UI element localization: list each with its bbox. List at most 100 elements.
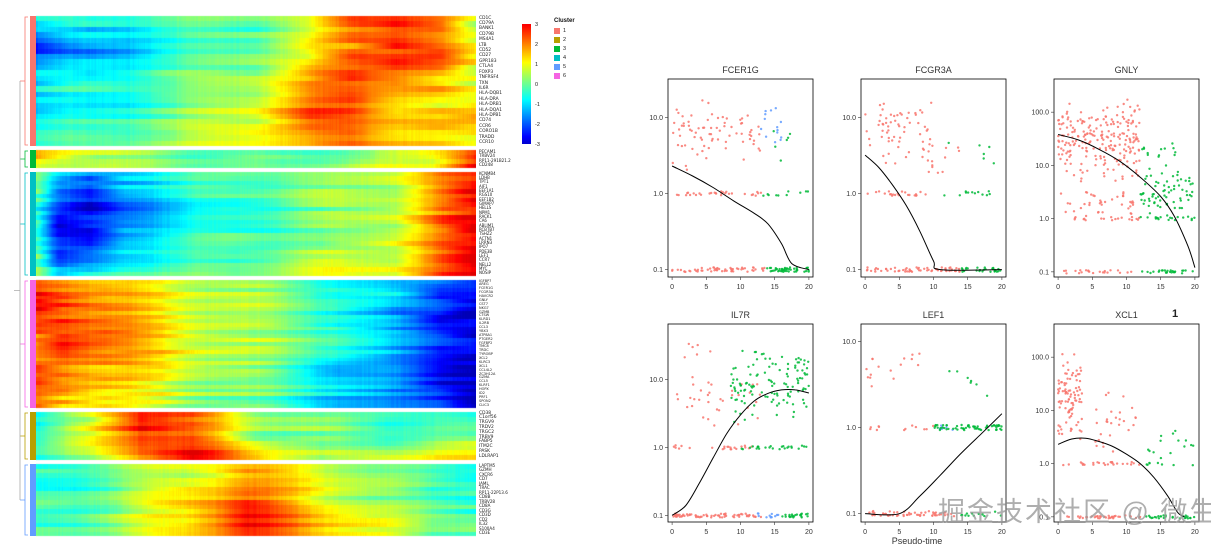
data-point [874, 267, 878, 270]
data-point [698, 398, 701, 401]
data-point [748, 137, 752, 141]
data-point [938, 428, 942, 432]
data-point [688, 269, 691, 272]
data-point [692, 383, 695, 386]
data-point [1138, 108, 1141, 111]
gene-label: GPR183 [479, 58, 497, 64]
data-point [1125, 120, 1128, 123]
data-point [1067, 515, 1071, 519]
data-point [898, 140, 901, 143]
data-point [1100, 217, 1103, 220]
data-point [763, 371, 767, 374]
data-point [732, 378, 735, 381]
data-point [1067, 463, 1070, 466]
fitted-curve [671, 388, 810, 516]
data-point [878, 119, 881, 123]
data-point [1083, 202, 1086, 206]
data-point [1104, 146, 1107, 150]
data-point [887, 129, 890, 132]
data-point [1129, 140, 1132, 144]
data-point [936, 423, 939, 427]
data-point [755, 374, 758, 377]
data-point [709, 133, 713, 136]
data-point [921, 140, 925, 143]
data-point [1066, 110, 1069, 113]
data-point [756, 383, 759, 386]
data-point [1058, 406, 1061, 409]
data-point [800, 512, 803, 515]
data-point [805, 367, 809, 370]
data-point [769, 445, 772, 448]
data-point [983, 514, 986, 518]
data-point [1181, 188, 1184, 191]
data-point [671, 269, 674, 272]
data-point [956, 428, 959, 431]
data-point [731, 381, 734, 385]
data-point [752, 269, 755, 272]
gene-label: CCR6 [479, 123, 491, 129]
data-point [1171, 142, 1174, 145]
data-point [865, 367, 868, 371]
data-point [981, 270, 984, 273]
data-point [684, 270, 687, 274]
data-point [1191, 182, 1194, 185]
data-point [1075, 399, 1078, 402]
data-point [1107, 514, 1110, 517]
data-point [741, 140, 745, 143]
data-point [893, 193, 897, 197]
data-point [1092, 130, 1096, 133]
data-point [748, 513, 751, 517]
cluster-legend-item: 5 [554, 62, 575, 71]
data-point [1180, 272, 1184, 275]
data-point [1191, 270, 1194, 273]
data-point [874, 270, 877, 273]
data-point [1057, 392, 1060, 395]
data-point [1070, 412, 1074, 415]
data-point [1110, 460, 1114, 464]
data-point [1077, 386, 1081, 389]
data-point [893, 266, 897, 269]
data-point [710, 270, 713, 273]
data-point [736, 423, 740, 426]
data-point [707, 381, 710, 384]
data-point [1157, 154, 1161, 157]
data-point [724, 514, 728, 518]
data-point [993, 510, 997, 513]
data-point [1084, 219, 1087, 222]
colorbar-tick-label: -3 [535, 141, 540, 148]
data-point [739, 389, 743, 392]
data-point [891, 139, 894, 142]
data-point [1121, 177, 1124, 181]
x-tick-label: 0 [863, 284, 867, 291]
data-point [683, 144, 687, 147]
data-point [730, 373, 733, 376]
data-point [1109, 123, 1113, 126]
data-point [1142, 202, 1145, 205]
data-point [711, 446, 714, 449]
data-point [770, 512, 773, 516]
data-point [802, 363, 806, 366]
data-point [754, 515, 757, 519]
data-point [903, 130, 906, 134]
data-point [938, 513, 941, 516]
cluster-swatch-icon [554, 27, 560, 34]
data-point [688, 513, 691, 516]
data-point [719, 194, 723, 197]
data-point [887, 140, 890, 143]
data-point [903, 357, 906, 360]
gene-label: S100A4 [479, 525, 495, 531]
gene-label: CCL5 [479, 379, 488, 384]
data-point [1092, 463, 1095, 466]
data-point [1133, 109, 1136, 112]
data-point [950, 512, 953, 516]
data-point [1159, 216, 1162, 219]
data-point [740, 117, 744, 120]
data-point [1080, 122, 1084, 125]
data-point [1084, 133, 1087, 137]
data-point [957, 267, 961, 271]
data-point [943, 514, 947, 517]
data-point [960, 267, 964, 270]
data-point [1080, 177, 1083, 180]
gene-label: ID2 [479, 390, 485, 395]
data-point [1061, 153, 1064, 156]
